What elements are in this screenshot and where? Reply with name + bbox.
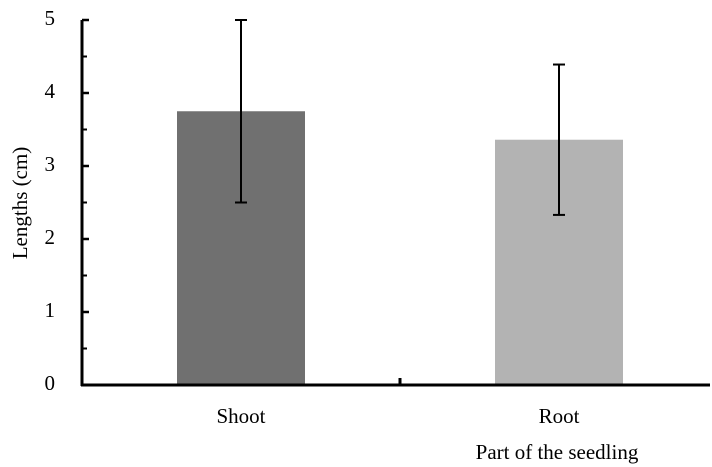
y-tick-label: 3: [45, 152, 56, 176]
x-tick-label: Shoot: [216, 404, 265, 428]
y-axis-label: Lengths (cm): [8, 147, 32, 260]
y-tick-label: 2: [45, 225, 56, 249]
y-tick-label: 5: [45, 6, 56, 30]
y-tick-label: 1: [45, 298, 56, 322]
y-tick-label: 4: [45, 79, 56, 103]
x-axis-label: Part of the seedling: [476, 440, 639, 464]
y-tick-label: 0: [45, 371, 56, 395]
x-tick-label: Root: [539, 404, 580, 428]
